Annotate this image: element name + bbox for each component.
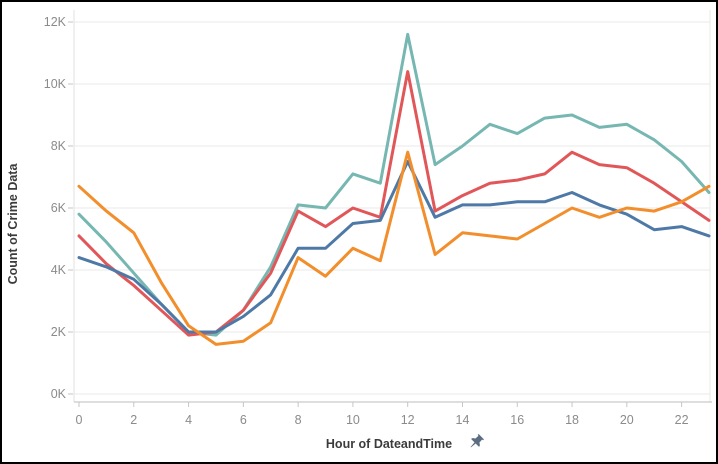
series-red[interactable]: [77, 70, 711, 337]
x-tick-label: 20: [620, 413, 634, 427]
axes: [68, 10, 712, 407]
series-orange[interactable]: [77, 150, 711, 346]
pushpin-icon[interactable]: [467, 433, 486, 452]
x-tick-labels: 0 2 4 6 8 10 12 14 16 18 20 22: [76, 413, 689, 427]
x-tick-label: 0: [76, 413, 83, 427]
y-tick-label: 2K: [51, 325, 67, 339]
series-lines: [77, 32, 711, 346]
x-axis-title: Hour of DateandTime: [326, 437, 452, 451]
x-tick-label: 12: [401, 413, 415, 427]
y-tick-label: 0K: [51, 387, 67, 401]
y-tick-label: 4K: [51, 263, 67, 277]
x-tick-label: 14: [456, 413, 470, 427]
gridlines: [74, 10, 711, 402]
x-tick-label: 16: [510, 413, 524, 427]
x-tick-label: 10: [346, 413, 360, 427]
y-tick-label: 12K: [44, 15, 67, 29]
x-tick-label: 8: [295, 413, 302, 427]
series-teal[interactable]: [77, 32, 711, 337]
y-tick-labels: 0K 2K 4K 6K 8K 10K 12K: [44, 15, 67, 401]
x-tick-label: 18: [565, 413, 579, 427]
x-tick-label: 22: [675, 413, 689, 427]
x-tick-label: 4: [185, 413, 192, 427]
x-tick-label: 2: [130, 413, 137, 427]
y-tick-label: 10K: [44, 77, 67, 91]
y-axis-title: Count of Crime Data: [6, 163, 20, 285]
y-tick-label: 8K: [51, 139, 67, 153]
series-blue[interactable]: [77, 160, 711, 334]
y-tick-label: 6K: [51, 201, 67, 215]
x-tick-label: 6: [240, 413, 247, 427]
